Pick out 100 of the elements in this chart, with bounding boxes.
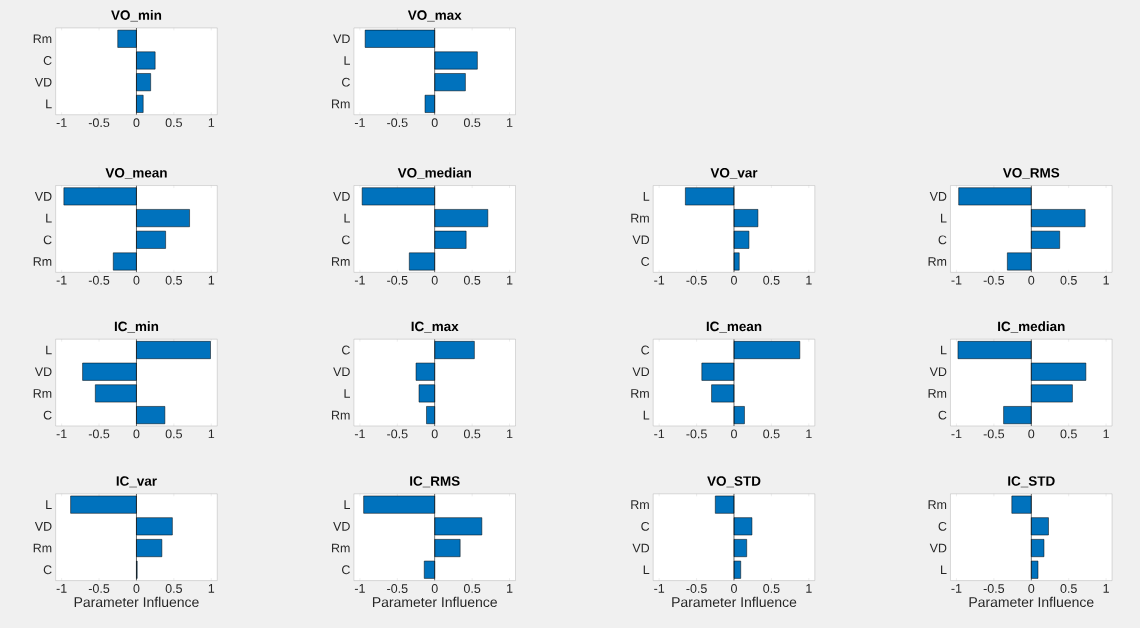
chart-title: IC_var [116,476,157,488]
x-tick-label: 0 [431,275,438,285]
x-tick-label: 1 [507,429,513,438]
x-tick-label: 0.5 [463,275,481,285]
y-tick-label: VD [632,235,650,244]
y-tick-label: Rm [928,500,947,509]
y-tick-label: C [43,55,52,65]
y-tick-label: L [643,565,650,574]
x-tick-label: -0.5 [387,275,408,285]
x-tick-label: 0.5 [165,429,182,439]
x-tick-label: -0.5 [88,275,110,285]
y-tick-label: L [46,345,52,355]
x-tick-label: -1 [56,275,67,285]
y-tick-label: VD [333,191,350,201]
x-tick-label: 0.5 [763,429,780,439]
y-tick-label: Rm [332,256,350,266]
x-tick-label: -0.5 [387,429,408,439]
x-tick-label: 1 [208,275,215,285]
x-tick-label: -0.5 [88,118,110,127]
y-tick-label: Rm [631,388,649,398]
x-axis-title: Parameter Influence [372,596,497,607]
x-tick-label: 0 [731,583,737,593]
x-tick-label: 0.5 [1060,429,1077,439]
y-tick-label: Rm [928,256,947,266]
y-tick-label: Rm [332,410,350,420]
x-tick-label: -0.5 [686,583,707,593]
x-tick-label: 0.5 [1060,275,1077,285]
y-tick-label: Rm [631,213,649,223]
chart-title: VO_var [710,167,758,179]
x-tick-label: -0.5 [387,118,408,127]
x-tick-label: 0.5 [463,118,481,127]
y-tick-label: C [342,235,350,244]
y-tick-label: L [643,191,650,201]
x-tick-label: -1 [354,275,365,285]
chart-title: IC_mean [706,321,762,333]
y-tick-label: Rm [33,256,52,266]
chart-title: IC_RMS [410,476,460,488]
y-tick-label: C [43,565,52,574]
x-tick-label: 0.5 [763,583,780,593]
x-tick-label: -1 [354,583,365,593]
y-tick-label: Rm [332,543,350,553]
x-tick-label: -1 [951,275,962,285]
x-tick-label: 0.5 [463,583,481,593]
y-tick-label: C [641,345,650,355]
x-tick-label: 1 [1103,275,1109,285]
x-tick-label: 0 [133,583,140,593]
y-tick-label: L [46,213,52,223]
y-tick-label: L [46,500,52,509]
y-tick-label: VD [34,77,52,87]
y-tick-label: L [344,213,350,223]
chart-title: IC_max [411,321,459,333]
y-tick-label: VD [333,521,350,531]
y-tick-label: C [641,521,650,531]
x-tick-label: -0.5 [88,429,110,439]
x-tick-label: 1 [507,118,513,127]
y-tick-label: Rm [332,99,350,108]
y-tick-label: VD [333,367,350,376]
x-tick-label: 0.5 [763,275,780,285]
y-tick-label: VD [929,191,947,201]
chart-title: IC_median [998,321,1065,333]
y-tick-label: L [344,500,350,509]
y-tick-label: L [941,345,947,355]
x-tick-label: -0.5 [983,275,1005,285]
chart-title: VO_RMS [1002,167,1060,179]
y-tick-label: VD [929,367,947,376]
y-tick-label: C [43,410,52,420]
x-tick-label: -1 [654,275,665,285]
y-tick-label: VD [632,367,650,376]
y-tick-label: VD [34,191,52,201]
x-axis-title: Parameter Influence [672,596,797,607]
x-tick-label: 1 [208,429,215,438]
x-tick-label: 0 [431,583,438,593]
y-tick-label: Rm [33,388,52,398]
x-tick-label: -0.5 [686,275,707,285]
y-tick-label: C [342,345,350,355]
x-tick-label: -0.5 [686,429,707,439]
y-tick-label: L [643,410,650,420]
x-tick-label: 1 [208,583,215,593]
x-axis-title: Parameter Influence [74,596,199,607]
x-tick-label: -1 [951,429,962,438]
x-tick-label: 1 [507,583,513,593]
x-tick-label: 0.5 [1060,583,1077,593]
y-tick-label: L [941,565,947,574]
x-tick-label: 1 [806,583,812,593]
y-tick-label: Rm [33,543,52,553]
x-tick-label: 0.5 [165,118,182,127]
x-tick-label: 0.5 [165,583,182,593]
y-tick-label: C [641,256,650,266]
x-tick-label: -1 [56,583,67,593]
x-tick-label: 0 [1028,429,1035,439]
y-tick-label: L [344,388,350,398]
y-tick-label: Rm [928,388,947,398]
x-axis-title: Parameter Influence [969,596,1094,607]
x-tick-label: 0 [731,275,737,285]
x-tick-label: 0 [731,429,737,439]
y-tick-label: VD [632,543,650,553]
x-tick-label: 1 [1103,429,1109,438]
chart-title: VO_max [407,10,462,22]
x-tick-label: -0.5 [88,583,110,593]
y-tick-label: Rm [33,34,52,43]
